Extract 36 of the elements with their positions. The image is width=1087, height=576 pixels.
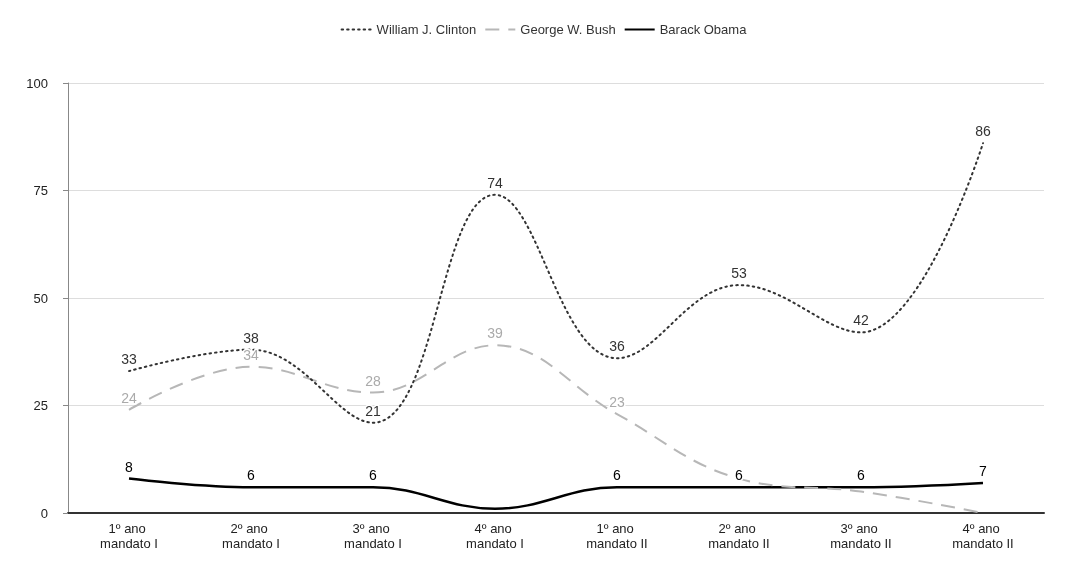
data-label: 42 [853, 312, 869, 329]
x-tick-label: 2º ano mandato II [708, 521, 770, 551]
y-tick-label: 50 [33, 290, 48, 306]
x-tick-label: 1º ano mandato II [586, 521, 648, 551]
y-tick-label: 75 [33, 183, 48, 198]
data-label: 23 [609, 394, 625, 411]
data-label: 6 [613, 467, 622, 484]
data-label: 33 [121, 351, 137, 368]
data-label: 36 [609, 338, 625, 355]
y-tick-label: 25 [33, 398, 48, 413]
x-tick-label: 4º ano mandato I [466, 521, 524, 551]
data-label: 39 [487, 325, 503, 342]
x-tick-label: 4º ano mandato II [952, 521, 1014, 551]
data-label: 6 [247, 467, 256, 484]
data-label: 34 [243, 346, 259, 363]
data-label: 21 [365, 402, 381, 419]
data-label: 38 [243, 329, 259, 346]
y-tick-label: 0 [40, 505, 48, 521]
data-label: 6 [735, 467, 744, 484]
x-tick-label: 2º ano mandato I [222, 521, 280, 551]
data-label: 86 [975, 123, 991, 140]
legend-label: William J. Clinton [376, 22, 477, 37]
data-label: 53 [731, 265, 747, 282]
data-label: 28 [365, 372, 381, 389]
data-label: 6 [857, 467, 866, 484]
x-tick-label: 3º ano mandato I [344, 521, 402, 551]
data-label: 7 [979, 462, 988, 479]
legend-label: Barack Obama [659, 22, 748, 37]
data-label: 74 [487, 174, 503, 191]
x-tick-label: 3º ano mandato II [830, 521, 892, 551]
data-label: 8 [125, 458, 134, 475]
y-tick-label: 100 [26, 75, 48, 91]
x-tick-label: 1º ano mandato I [100, 521, 158, 551]
data-label: 24 [121, 389, 137, 406]
data-label: 6 [369, 467, 378, 484]
legend-label: George W. Bush [520, 22, 616, 37]
